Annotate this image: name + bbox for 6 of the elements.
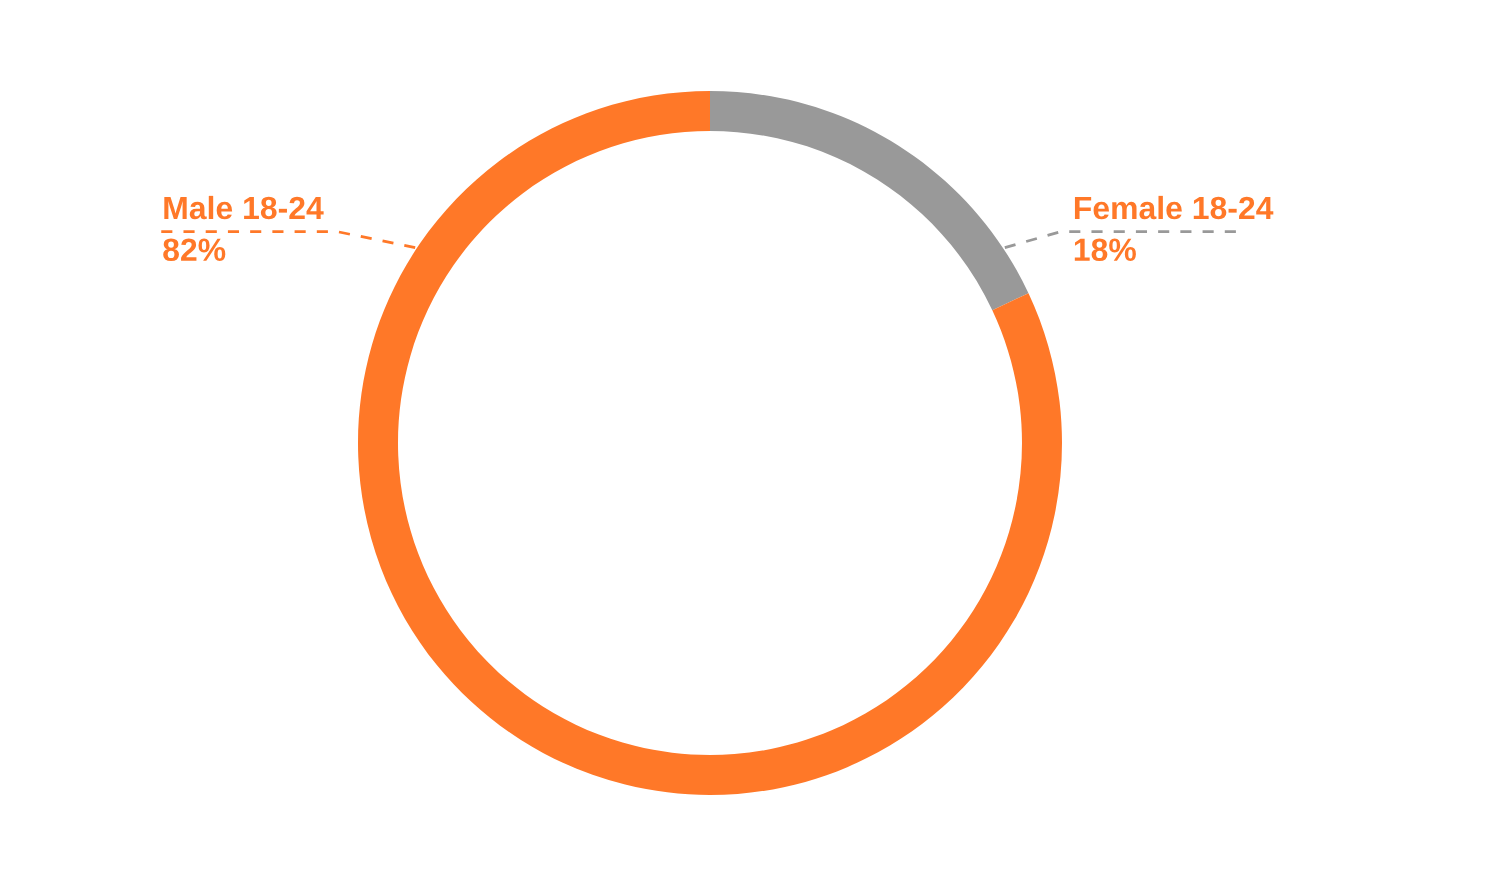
data-label: 18% <box>1074 238 1136 262</box>
donut-slice <box>358 91 1062 795</box>
donut-slice <box>710 91 1029 311</box>
slice-label: Female 18-24 <box>1074 195 1274 220</box>
slice-label: Male 18-24 <box>164 195 324 220</box>
data-label: 82% <box>163 238 226 262</box>
